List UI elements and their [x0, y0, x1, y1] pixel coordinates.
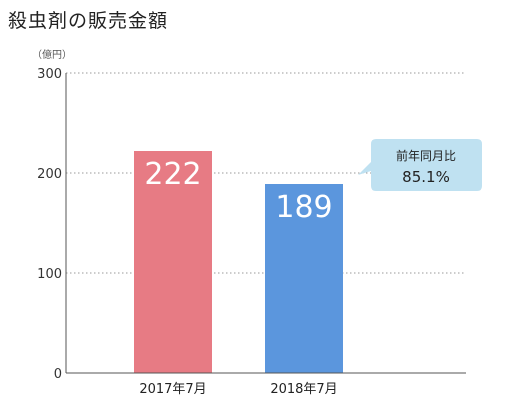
bars: 222 189: [134, 151, 343, 373]
yoy-callout: 前年同月比 85.1%: [358, 139, 482, 191]
x-tick-label: 2018年7月: [270, 382, 337, 397]
x-axis-ticks: 2017年7月 2018年7月: [139, 382, 337, 397]
bar: [265, 184, 343, 373]
x-tick-label: 2017年7月: [139, 382, 206, 397]
bar: [134, 151, 212, 373]
y-tick-label: 300: [37, 67, 62, 82]
y-tick-label: 0: [54, 367, 62, 382]
chart-title: 殺虫剤の販売金額: [8, 10, 169, 32]
y-axis-unit-label: （億円）: [32, 48, 72, 61]
callout-value: 85.1%: [402, 168, 450, 186]
y-tick-label: 200: [37, 167, 62, 182]
y-axis-ticks: 0 100 200 300: [37, 67, 62, 382]
bar-value-label: 222: [144, 157, 201, 192]
callout-title: 前年同月比: [396, 148, 456, 163]
y-tick-label: 100: [37, 267, 62, 282]
bar-value-label: 189: [275, 190, 332, 225]
callout-shape: [358, 139, 482, 191]
